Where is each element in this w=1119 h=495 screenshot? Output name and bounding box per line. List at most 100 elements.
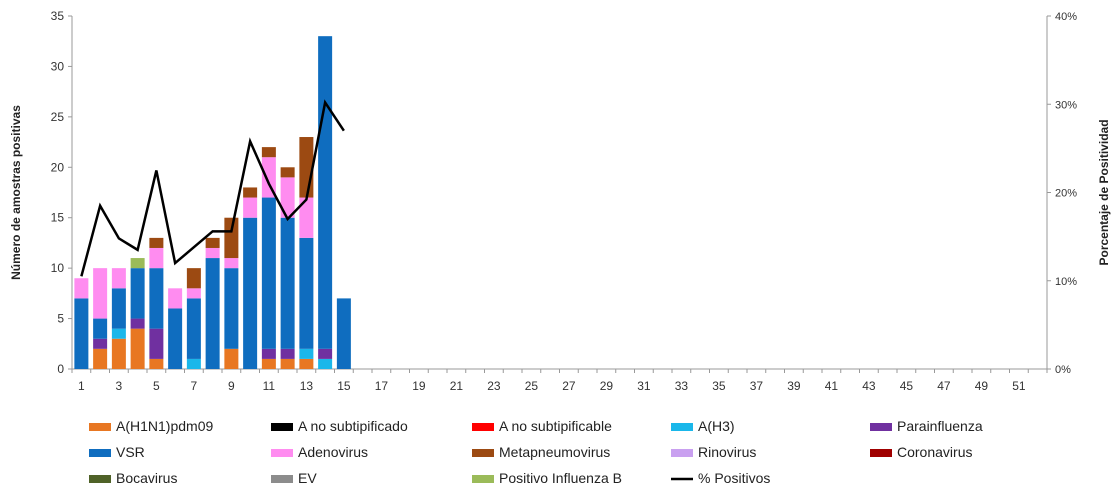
bar-segment — [261, 147, 276, 158]
x-tick-label: 33 — [675, 379, 689, 393]
bar-segment — [261, 348, 276, 359]
bar-segment — [149, 247, 164, 269]
bar-segment — [224, 217, 239, 259]
y-left-tick-label: 35 — [51, 9, 65, 23]
bar-segment — [205, 258, 220, 369]
bar-segment — [243, 217, 258, 369]
x-tick-label: 15 — [337, 379, 351, 393]
legend-label: % Positivos — [698, 470, 770, 486]
y-right-tick-label: 0% — [1055, 364, 1071, 376]
x-tick-label: 37 — [750, 379, 764, 393]
legend-swatch — [870, 423, 892, 431]
bar-segment — [93, 268, 108, 319]
bar-segment — [318, 36, 333, 349]
bar-segment — [130, 328, 145, 369]
x-tick-label: 27 — [562, 379, 576, 393]
x-tick-label: 31 — [637, 379, 651, 393]
legend-label: Rinovirus — [698, 444, 756, 460]
x-tick-label: 47 — [937, 379, 951, 393]
x-tick-label: 41 — [825, 379, 839, 393]
legend-swatch — [89, 449, 111, 457]
x-tick-label: 21 — [450, 379, 464, 393]
x-tick-label: 39 — [787, 379, 801, 393]
y-left-tick-label: 30 — [51, 59, 65, 73]
bar-segment — [224, 348, 239, 369]
legend-label: A(H3) — [698, 418, 735, 434]
x-tick-label: 11 — [263, 379, 276, 393]
x-tick-label: 23 — [487, 379, 501, 393]
bar-segment — [280, 177, 295, 218]
bar-segment — [186, 268, 201, 289]
x-tick-label: 51 — [1012, 379, 1026, 393]
bar-segment — [318, 358, 333, 369]
bar-segment — [224, 258, 239, 269]
bar-segment — [261, 157, 276, 198]
bar-segment — [299, 348, 314, 359]
legend-swatch — [271, 475, 293, 483]
bar-segment — [299, 137, 314, 198]
bar-segment — [186, 288, 201, 299]
y-left-tick-label: 20 — [51, 160, 65, 174]
x-tick-label: 5 — [153, 379, 160, 393]
bar-segment — [280, 358, 295, 369]
legend-label: EV — [298, 470, 317, 486]
bar-segment — [93, 338, 108, 349]
y-left-tick-label: 10 — [51, 261, 65, 275]
y-left-tick-label: 15 — [51, 211, 65, 225]
legend-label: Bocavirus — [116, 470, 177, 486]
bar-segment — [111, 268, 126, 289]
bar-segment — [74, 278, 89, 299]
bar-segment — [261, 358, 276, 369]
x-tick-label: 45 — [900, 379, 914, 393]
legend-swatch — [89, 423, 111, 431]
y-axis-left-title: Número de amostras positivas — [9, 105, 23, 280]
positivity-line — [80, 99, 345, 277]
x-tick-label: 9 — [228, 379, 235, 393]
legend-swatch — [671, 423, 693, 431]
bar-segment — [130, 318, 145, 329]
bar-segment — [130, 258, 145, 269]
legend-label: A no subtipificado — [298, 418, 408, 434]
bar-segment — [74, 298, 89, 369]
bar-segment — [280, 167, 295, 178]
bar-segment — [130, 268, 145, 319]
legend-swatch — [271, 449, 293, 457]
legend-swatch — [671, 449, 693, 457]
legend-label: Adenovirus — [298, 444, 368, 460]
x-tick-label: 17 — [375, 379, 389, 393]
legend-label: Positivo Influenza B — [499, 470, 622, 486]
legend-swatch — [89, 475, 111, 483]
bar-segment — [224, 268, 239, 349]
y-right-tick-label: 30% — [1055, 99, 1077, 111]
line-group — [80, 99, 345, 277]
legend-label: A no subtipificable — [499, 418, 612, 434]
x-tick-label: 19 — [412, 379, 426, 393]
legend-label: Parainfluenza — [897, 418, 983, 434]
y-axis-right-title: Porcentaje de Positividad — [1097, 119, 1111, 265]
legend-swatch — [472, 449, 494, 457]
bar-segment — [186, 298, 201, 359]
y-right-tick-label: 10% — [1055, 276, 1077, 288]
bar-segment — [280, 217, 295, 349]
y-left-tick-label: 5 — [57, 312, 64, 326]
bars-group — [74, 36, 351, 369]
bar-segment — [93, 348, 108, 369]
x-tick-label: 7 — [191, 379, 198, 393]
bar-segment — [280, 348, 295, 359]
x-tick-label: 43 — [862, 379, 876, 393]
bar-segment — [205, 247, 220, 259]
bar-segment — [93, 318, 108, 339]
legend-swatch — [472, 475, 494, 483]
x-tick-label: 25 — [525, 379, 539, 393]
legend-label: Coronavirus — [897, 444, 972, 460]
bar-segment — [336, 298, 351, 369]
bar-segment — [111, 328, 126, 339]
bar-segment — [111, 338, 126, 369]
bar-segment — [149, 268, 164, 329]
bar-segment — [299, 237, 314, 349]
y-left-tick-label: 25 — [51, 110, 65, 124]
x-tick-label: 49 — [975, 379, 989, 393]
bar-segment — [149, 358, 164, 369]
